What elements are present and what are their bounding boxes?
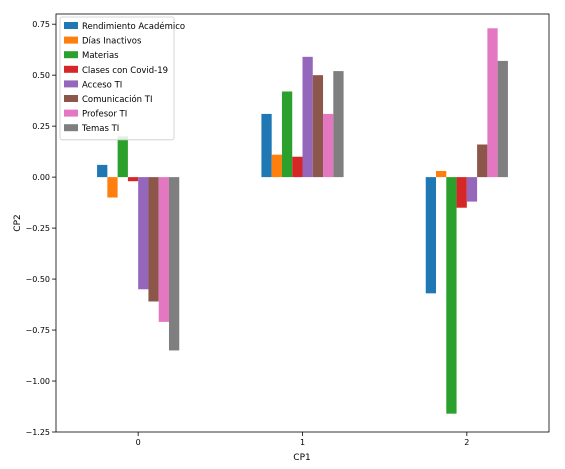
bar [425, 177, 437, 294]
x-tick-label: 0 [136, 438, 141, 447]
bar [292, 156, 303, 178]
legend-swatch [64, 51, 78, 59]
bar [436, 171, 447, 178]
x-tick-label: 1 [300, 438, 305, 447]
legend-swatch [64, 65, 78, 73]
bar [168, 177, 180, 351]
bar [107, 177, 118, 198]
legend-label: Acceso TI [82, 80, 122, 90]
legend-swatch [64, 80, 78, 88]
bar [117, 136, 128, 178]
bar [158, 177, 169, 322]
x-axis: 0 1 2 [136, 432, 469, 447]
bar [323, 113, 334, 178]
legend-label: Temas TI [81, 124, 119, 134]
y-tick-label: −0.50 [25, 275, 50, 284]
bar [312, 75, 324, 178]
bar [271, 154, 282, 178]
y-tick-label: 0.25 [32, 122, 50, 131]
bars-layer [97, 28, 508, 414]
bar [446, 177, 457, 414]
legend-swatch [64, 95, 78, 102]
bar [148, 177, 159, 302]
bar [497, 60, 508, 178]
bar [487, 28, 498, 178]
x-tick-label: 2 [464, 438, 469, 447]
y-tick-label: −1.25 [25, 428, 50, 437]
legend-swatch [64, 124, 78, 132]
bar [466, 177, 478, 202]
legend-label: Materias [82, 51, 119, 61]
bar [281, 91, 293, 178]
x-axis-label: CP1 [293, 453, 310, 463]
y-axis: 0.75 0.50 0.25 0.00 −0.25 −0.50 −0.75 −1.00 −1.2… [25, 20, 56, 437]
legend-frame [59, 16, 175, 141]
y-tick-label: −0.75 [25, 326, 50, 335]
legend-label: Comunicación TI [82, 94, 152, 105]
y-tick-label: −0.25 [25, 224, 50, 233]
bar [302, 56, 313, 178]
legend-label: Días Inactivos [82, 37, 142, 47]
bar [456, 177, 467, 208]
y-tick-label: 0.00 [32, 173, 50, 182]
bar [138, 177, 149, 290]
legend-swatch [64, 36, 78, 44]
legend-label: Rendimiento Académico [82, 21, 185, 32]
y-tick-label: 0.75 [32, 20, 50, 29]
bar [333, 71, 344, 178]
y-tick-label: −1.00 [25, 377, 50, 386]
legend-label: Profesor TI [82, 110, 127, 120]
bar [477, 144, 488, 178]
legend-swatch [64, 22, 78, 29]
y-axis-label: CP2 [13, 214, 23, 231]
bar [127, 177, 139, 182]
bar [261, 113, 272, 178]
bar [97, 164, 108, 178]
y-tick-label: 0.50 [32, 71, 50, 80]
legend: Rendimiento Académico Días Inactivos Mater… [59, 16, 185, 141]
legend-label: Clases con Covid-19 [82, 66, 168, 76]
legend-swatch [64, 109, 78, 117]
